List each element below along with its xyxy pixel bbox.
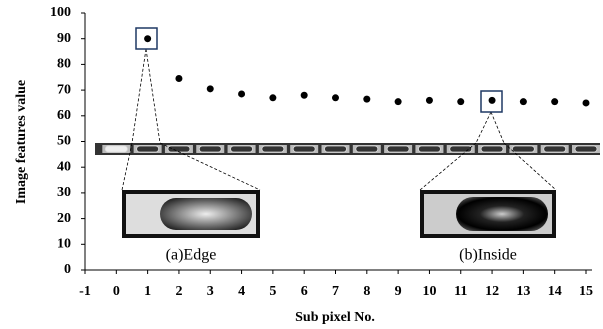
zoom-line [132, 49, 146, 143]
y-tick-label: 70 [57, 82, 71, 97]
strip-pill [293, 146, 315, 152]
point [583, 99, 590, 106]
point [144, 35, 151, 42]
x-tick-label: 14 [548, 284, 562, 299]
x-tick-label: 11 [454, 284, 467, 299]
y-tick-label: 100 [50, 5, 71, 20]
strip-pill [199, 146, 221, 152]
point [551, 98, 558, 105]
y-tick-label: 40 [57, 159, 71, 174]
y-tick-label: 50 [57, 134, 71, 149]
strip-pill [575, 146, 597, 152]
point [301, 92, 308, 99]
strip-pill [325, 146, 347, 152]
zoom-line [491, 112, 504, 143]
strip-pill [356, 146, 378, 152]
illustration [95, 28, 600, 238]
y-tick-label: 20 [57, 211, 71, 226]
point [269, 94, 276, 101]
inset-inside-pill [456, 197, 548, 231]
x-axis-title: Sub pixel No. [295, 310, 375, 325]
y-tick-label: 60 [57, 108, 71, 123]
x-tick-label: 4 [238, 284, 245, 299]
point [489, 97, 496, 104]
y-tick-label: 10 [57, 237, 71, 252]
x-tick-label: 5 [269, 284, 276, 299]
point [332, 94, 339, 101]
inset-edge-pill [160, 198, 252, 230]
point [426, 97, 433, 104]
point [457, 98, 464, 105]
x-tick-label: 0 [113, 284, 120, 299]
x-tick-label: 1 [144, 284, 151, 299]
x-tick-label: 8 [363, 284, 370, 299]
point [520, 98, 527, 105]
strip-pill [231, 146, 253, 152]
point [207, 85, 214, 92]
x-tick-label: 3 [207, 284, 214, 299]
strip-pill [544, 146, 566, 152]
x-tick-label: 9 [395, 284, 402, 299]
x-tick-label: 7 [332, 284, 339, 299]
strip-pill [105, 146, 127, 152]
y-tick-label: 0 [64, 262, 71, 277]
strip-pill [481, 146, 503, 152]
x-tick-label: 15 [579, 284, 593, 299]
strip-pill [387, 146, 409, 152]
y-tick-label: 30 [57, 185, 71, 200]
chart: (a)Edge (b)Inside Sub pixel No. Image fe… [0, 0, 603, 329]
point [238, 90, 245, 97]
x-tick-label: 10 [422, 284, 436, 299]
annotation: (a)Edge [166, 247, 217, 264]
strip-pill [168, 146, 190, 152]
x-tick-label: 12 [485, 284, 499, 299]
point [363, 96, 370, 103]
strip-pill [418, 146, 440, 152]
y-tick-label: 90 [57, 31, 71, 46]
point [175, 75, 182, 82]
y-axis-title: Image features value [14, 80, 29, 204]
strip-pill [450, 146, 472, 152]
x-tick-label: 6 [301, 284, 308, 299]
strip-pill [137, 146, 159, 152]
x-tick-label: 13 [516, 284, 530, 299]
zoom-line [476, 112, 491, 143]
y-tick-label: 80 [57, 57, 71, 72]
strip-pill [512, 146, 534, 152]
zoom-line [146, 49, 160, 143]
x-tick-label: 2 [175, 284, 182, 299]
annotation: (b)Inside [459, 247, 517, 264]
strip-pill [262, 146, 284, 152]
x-tick-label: -1 [79, 284, 91, 299]
point [395, 98, 402, 105]
